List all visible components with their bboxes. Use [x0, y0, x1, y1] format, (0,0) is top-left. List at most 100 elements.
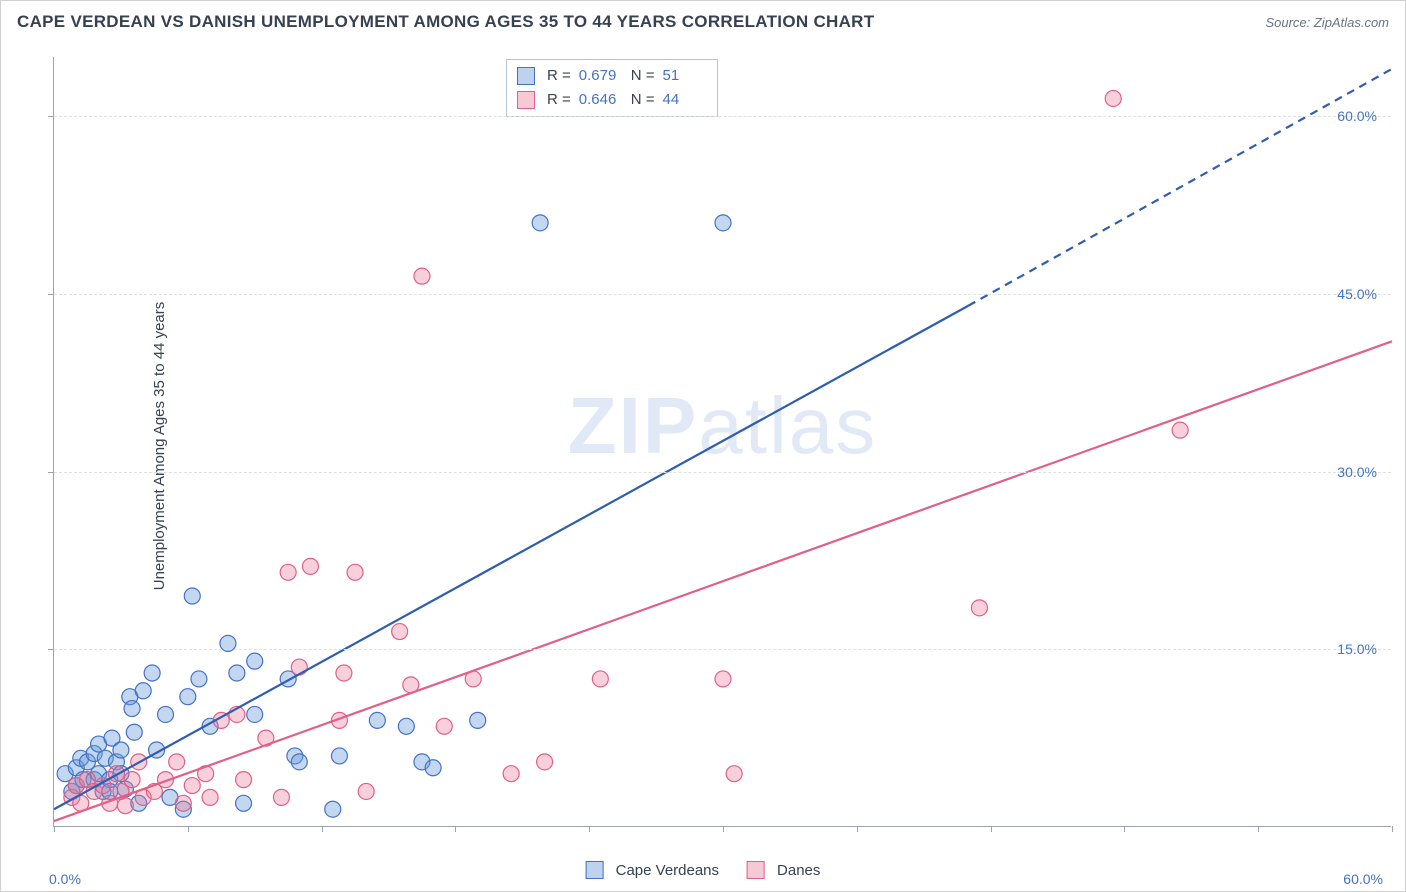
scatter-point	[236, 772, 252, 788]
scatter-point	[135, 683, 151, 699]
scatter-point	[291, 659, 307, 675]
legend-item-cape-verdeans: Cape Verdeans	[586, 861, 719, 879]
y-tick-label: 60.0%	[1337, 108, 1377, 124]
x-tick	[991, 826, 992, 832]
scatter-point	[537, 754, 553, 770]
title-bar: CAPE VERDEAN VS DANISH UNEMPLOYMENT AMON…	[1, 1, 1405, 43]
scatter-point	[175, 795, 191, 811]
trend-line	[54, 341, 1392, 821]
stats-row-blue: R = 0.679 N = 51	[517, 64, 707, 88]
scatter-point	[392, 624, 408, 640]
scatter-point	[726, 766, 742, 782]
scatter-point	[180, 689, 196, 705]
grid-line	[54, 116, 1391, 117]
y-tick-label: 45.0%	[1337, 286, 1377, 302]
scatter-point	[273, 789, 289, 805]
trend-line	[54, 306, 968, 809]
scatter-point	[592, 671, 608, 687]
scatter-point	[425, 760, 441, 776]
scatter-point	[247, 653, 263, 669]
x-tick	[188, 826, 189, 832]
scatter-point	[184, 778, 200, 794]
r-value-blue: 0.679	[579, 64, 623, 88]
y-tick-label: 15.0%	[1337, 641, 1377, 657]
x-tick	[54, 826, 55, 832]
x-tick	[857, 826, 858, 832]
source-attribution: Source: ZipAtlas.com	[1265, 15, 1389, 30]
legend-label: Cape Verdeans	[616, 862, 719, 879]
scatter-point	[503, 766, 519, 782]
scatter-point	[398, 718, 414, 734]
stats-row-pink: R = 0.646 N = 44	[517, 88, 707, 112]
correlation-stats-box: R = 0.679 N = 51 R = 0.646 N = 44	[506, 59, 718, 117]
scatter-point	[124, 772, 140, 788]
scatter-point	[436, 718, 452, 734]
y-tick	[48, 649, 54, 650]
swatch-blue	[586, 861, 604, 879]
x-tick	[1392, 826, 1393, 832]
scatter-point	[144, 665, 160, 681]
scatter-point	[236, 795, 252, 811]
scatter-point	[369, 712, 385, 728]
scatter-point	[302, 558, 318, 574]
scatter-point	[126, 724, 142, 740]
scatter-point	[280, 564, 296, 580]
scatter-point	[470, 712, 486, 728]
scatter-point	[358, 783, 374, 799]
legend-label: Danes	[777, 862, 820, 879]
swatch-blue	[517, 67, 535, 85]
x-tick	[589, 826, 590, 832]
scatter-point	[1172, 422, 1188, 438]
scatter-point	[117, 798, 133, 814]
plot-area: ZIPatlas R = 0.679 N = 51 R = 0.646 N = …	[53, 57, 1391, 827]
scatter-point	[715, 671, 731, 687]
scatter-point	[971, 600, 987, 616]
n-value-blue: 51	[663, 64, 707, 88]
x-tick	[1258, 826, 1259, 832]
x-tick	[455, 826, 456, 832]
grid-line	[54, 472, 1391, 473]
scatter-point	[113, 742, 129, 758]
r-label: R =	[547, 88, 571, 112]
legend-item-danes: Danes	[747, 861, 820, 879]
scatter-point	[202, 789, 218, 805]
y-tick-label: 30.0%	[1337, 464, 1377, 480]
y-tick	[48, 472, 54, 473]
scatter-point	[347, 564, 363, 580]
scatter-point	[247, 706, 263, 722]
r-value-pink: 0.646	[579, 88, 623, 112]
n-value-pink: 44	[663, 88, 707, 112]
x-tick	[1124, 826, 1125, 832]
scatter-point	[184, 588, 200, 604]
n-label: N =	[631, 64, 655, 88]
x-tick	[723, 826, 724, 832]
swatch-pink	[747, 861, 765, 879]
x-axis-min-label: 0.0%	[49, 871, 81, 887]
y-tick	[48, 116, 54, 117]
scatter-svg	[54, 57, 1391, 826]
scatter-point	[229, 665, 245, 681]
swatch-pink	[517, 91, 535, 109]
scatter-point	[169, 754, 185, 770]
grid-line	[54, 294, 1391, 295]
scatter-point	[191, 671, 207, 687]
x-axis-max-label: 60.0%	[1343, 871, 1383, 887]
y-tick	[48, 294, 54, 295]
scatter-point	[291, 754, 307, 770]
grid-line	[54, 649, 1391, 650]
scatter-point	[336, 665, 352, 681]
scatter-point	[325, 801, 341, 817]
chart-title: CAPE VERDEAN VS DANISH UNEMPLOYMENT AMON…	[17, 12, 874, 32]
scatter-point	[1105, 90, 1121, 106]
n-label: N =	[631, 88, 655, 112]
r-label: R =	[547, 64, 571, 88]
x-tick	[322, 826, 323, 832]
scatter-point	[331, 748, 347, 764]
scatter-point	[414, 268, 430, 284]
scatter-point	[124, 701, 140, 717]
scatter-point	[532, 215, 548, 231]
chart-container: CAPE VERDEAN VS DANISH UNEMPLOYMENT AMON…	[0, 0, 1406, 892]
scatter-point	[715, 215, 731, 231]
scatter-point	[158, 706, 174, 722]
trend-line-extrapolated	[968, 69, 1392, 306]
